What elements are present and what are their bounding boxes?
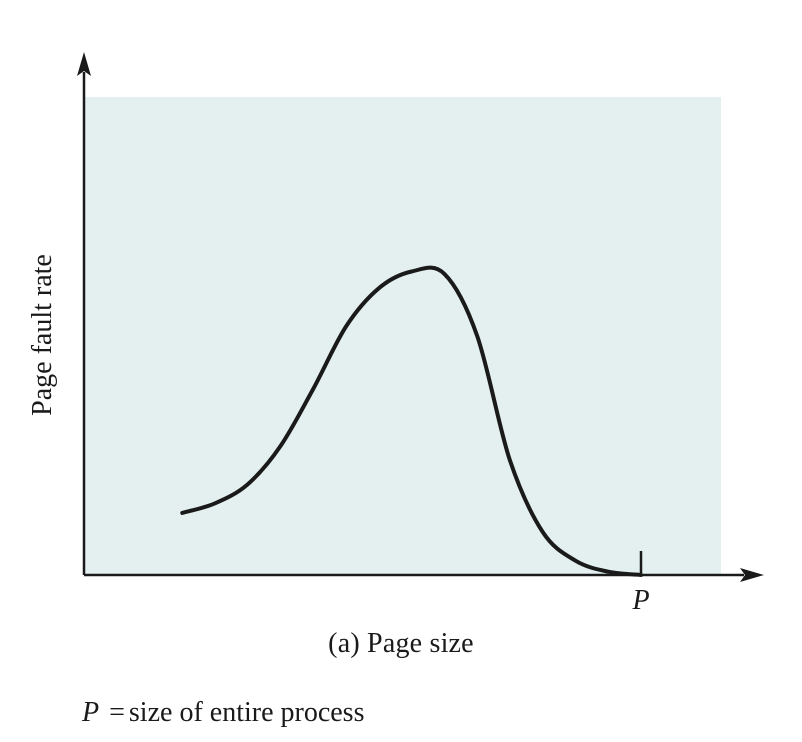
y-axis-arrow bbox=[77, 52, 91, 76]
legend-equals: = bbox=[109, 697, 125, 728]
plot-background bbox=[84, 97, 721, 575]
x-tick-label-p: P bbox=[631, 585, 649, 616]
legend-symbol: P bbox=[82, 697, 100, 728]
x-axis-label: (a) Page size bbox=[328, 628, 474, 659]
x-axis-arrow bbox=[740, 568, 764, 582]
series-line bbox=[180, 265, 643, 577]
legend-description: size of entire process bbox=[128, 697, 365, 728]
legend-note: P = size of entire process bbox=[82, 697, 364, 729]
y-axis-label: Page fault rate bbox=[27, 254, 58, 416]
